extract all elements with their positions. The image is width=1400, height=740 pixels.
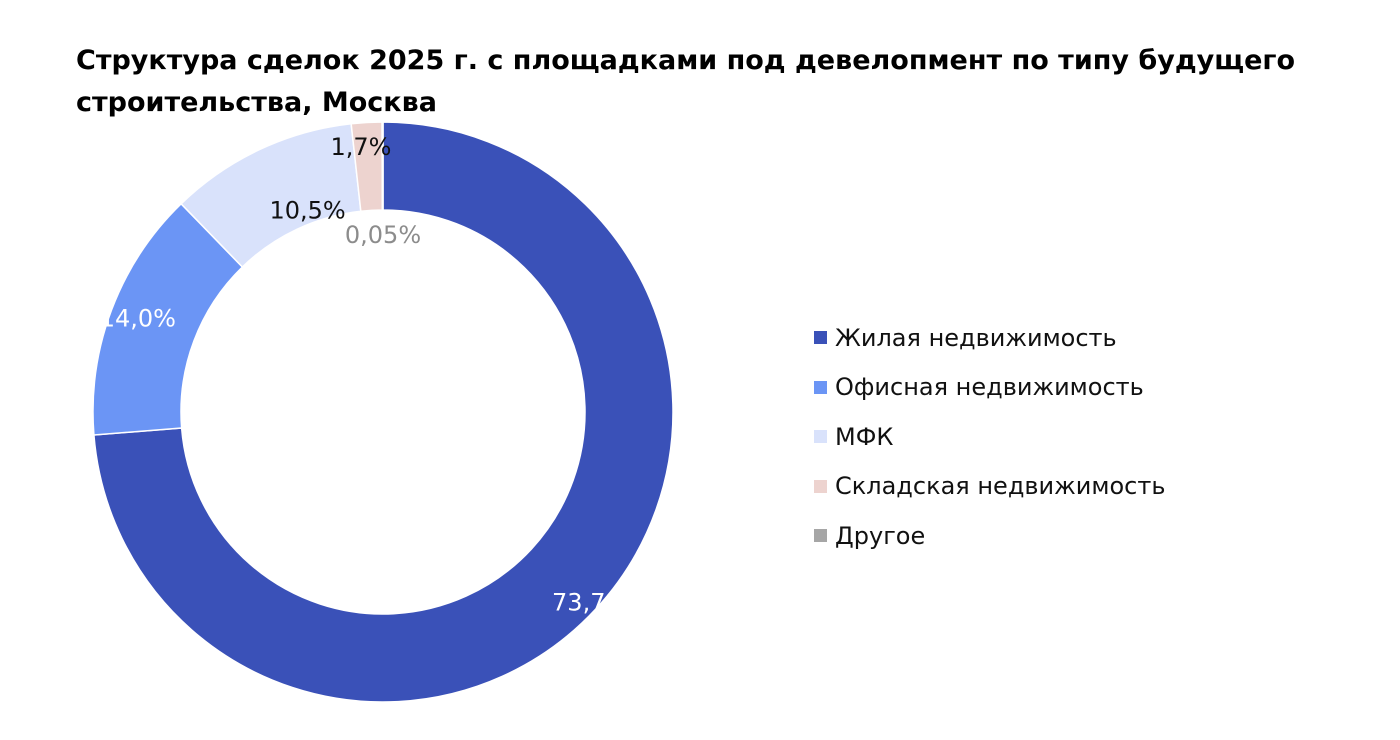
- legend-swatch: [814, 479, 827, 493]
- legend-item-mfk: МФК: [814, 412, 1165, 462]
- legend-item-other: Другое: [814, 511, 1165, 561]
- donut-slices: [92, 121, 674, 703]
- data-label-residential: 73,7%: [552, 588, 628, 616]
- data-label-warehouse: 1,7%: [331, 133, 392, 161]
- legend-label: МФК: [835, 422, 894, 451]
- donut-data-labels: 73,7% 14,0% 10,5% 1,7% 0,05%: [100, 133, 629, 616]
- legend-label: Другое: [835, 521, 926, 550]
- data-label-office: 14,0%: [100, 305, 176, 333]
- legend: Жилая недвижимость Офисная недвижимость МФ…: [814, 313, 1165, 561]
- slice-residential: [93, 121, 674, 703]
- donut-chart: 73,7% 14,0% 10,5% 1,7% 0,05%: [92, 121, 674, 703]
- legend-label: Офисная недвижимость: [835, 373, 1144, 402]
- chart-title: Структура сделок 2025 г. с площадками по…: [76, 45, 1296, 118]
- legend-swatch: [814, 529, 827, 543]
- legend-item-residential: Жилая недвижимость: [814, 313, 1165, 363]
- legend-label: Складская недвижимость: [835, 472, 1166, 501]
- legend-swatch: [814, 430, 827, 444]
- legend-item-office: Офисная недвижимость: [814, 363, 1165, 413]
- legend-swatch: [814, 380, 827, 394]
- slice-other: [381, 121, 384, 211]
- legend-item-warehouse: Складская недвижимость: [814, 462, 1165, 512]
- data-label-other: 0,05%: [345, 221, 421, 249]
- legend-label: Жилая недвижимость: [835, 323, 1117, 352]
- legend-swatch: [814, 331, 827, 345]
- data-label-mfk: 10,5%: [269, 197, 345, 225]
